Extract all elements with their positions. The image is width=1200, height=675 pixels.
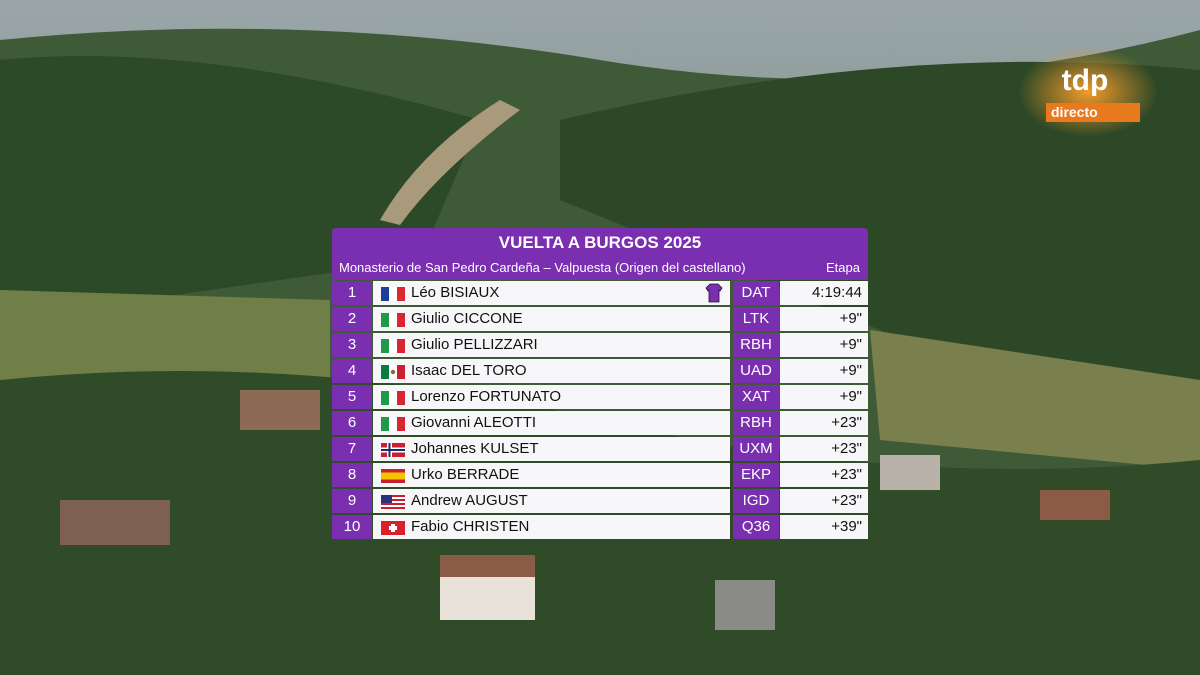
stage-time: 4:19:44 [780,281,868,305]
rider-name: Isaac DEL TORO [373,359,730,383]
team-code: Q36 [733,515,779,539]
team-code: LTK [733,307,779,331]
rank-cell: 3 [332,333,372,357]
team-code: XAT [733,385,779,409]
rank-cell: 9 [332,489,372,513]
rider-name: Léo BISIAUX [373,281,730,305]
stage-time: +23" [780,411,868,435]
team-code: DAT [733,281,779,305]
rank-cell: 8 [332,463,372,487]
table-subheader: Monasterio de San Pedro Cardeña – Valpue… [332,257,868,280]
rank-cell: 1 [332,281,372,305]
rider-name: Giulio PELLIZZARI [373,333,730,357]
rider-name: Johannes KULSET [373,437,730,461]
rider-name: Lorenzo FORTUNATO [373,385,730,409]
rank-cell: 7 [332,437,372,461]
stage-time: +23" [780,489,868,513]
stage-time: +23" [780,463,868,487]
team-code: EKP [733,463,779,487]
stage-time: +9" [780,333,868,357]
rank-cell: 5 [332,385,372,409]
stage-time: +23" [780,437,868,461]
stage-time: +9" [780,359,868,383]
logo-tag: directo [1046,103,1140,122]
logo-brand: tdp [1061,64,1109,97]
rider-name: Andrew AUGUST [373,489,730,513]
rank-cell: 10 [332,515,372,539]
rank-cell: 2 [332,307,372,331]
team-code: RBH [733,333,779,357]
rider-name: Fabio CHRISTEN [373,515,730,539]
rider-name: Giulio CICCONE [373,307,730,331]
rider-name: Giovanni ALEOTTI [373,411,730,435]
stage-time: +39" [780,515,868,539]
team-code: RBH [733,411,779,435]
team-code: UXM [733,437,779,461]
stage-time: +9" [780,385,868,409]
rank-cell: 6 [332,411,372,435]
team-code: UAD [733,359,779,383]
table-title: VUELTA A BURGOS 2025 [332,228,868,257]
team-code: IGD [733,489,779,513]
rank-cell: 4 [332,359,372,383]
rider-name: Urko BERRADE [373,463,730,487]
column-header: Etapa [826,260,860,275]
stage-time: +9" [780,307,868,331]
subtitle: Monasterio de San Pedro Cardeña – Valpue… [339,260,746,275]
